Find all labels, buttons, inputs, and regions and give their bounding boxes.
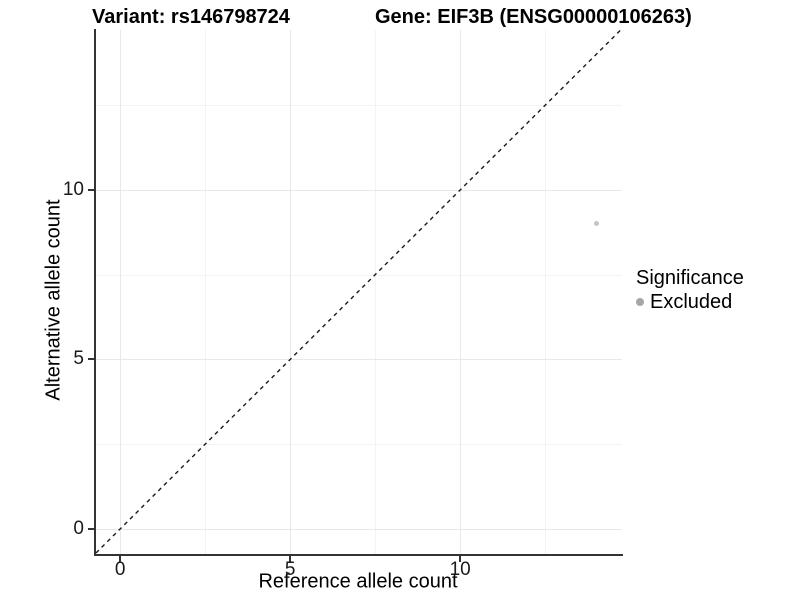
identity-line — [95, 29, 622, 554]
x-minor-gridline — [205, 30, 207, 554]
x-major-gridline — [120, 30, 122, 554]
y-major-gridline — [96, 359, 622, 361]
x-major-gridline — [290, 30, 292, 554]
x-minor-gridline — [545, 30, 547, 554]
y-tick-mark — [88, 188, 94, 191]
x-tick-mark — [289, 556, 292, 562]
x-tick-label: 10 — [449, 559, 471, 580]
x-tick-label: 5 — [284, 559, 296, 580]
y-tick-label: 5 — [73, 348, 84, 370]
plot-panel — [95, 29, 622, 554]
legend-title: Significance — [636, 267, 744, 289]
x-minor-gridline — [375, 30, 377, 554]
legend-item-label: Excluded — [650, 291, 733, 313]
x-tick-label: 0 — [114, 559, 126, 580]
y-tick-mark — [88, 527, 94, 530]
y-tick-label: 0 — [73, 517, 84, 539]
data-point — [593, 221, 599, 227]
x-tick-mark — [459, 556, 462, 562]
y-axis-line — [94, 29, 96, 556]
plot-title-gene: Gene: EIF3B (ENSG00000106263) — [375, 6, 692, 28]
x-tick-mark — [119, 556, 122, 562]
x-axis-label: Reference allele count — [258, 570, 458, 593]
y-minor-gridline — [96, 105, 622, 107]
plot-title-variant: Variant: rs146798724 — [92, 6, 290, 28]
legend-key-dot — [636, 298, 644, 306]
y-minor-gridline — [96, 274, 622, 276]
y-tick-label: 10 — [62, 178, 84, 200]
legend-items: Excluded — [636, 290, 744, 314]
y-minor-gridline — [96, 444, 622, 446]
y-major-gridline — [96, 189, 622, 191]
legend-item: Excluded — [636, 290, 744, 314]
x-major-gridline — [460, 30, 462, 554]
legend: Significance Excluded — [636, 266, 744, 314]
y-tick-mark — [88, 358, 94, 361]
x-axis-line — [94, 554, 623, 556]
y-major-gridline — [96, 528, 622, 530]
